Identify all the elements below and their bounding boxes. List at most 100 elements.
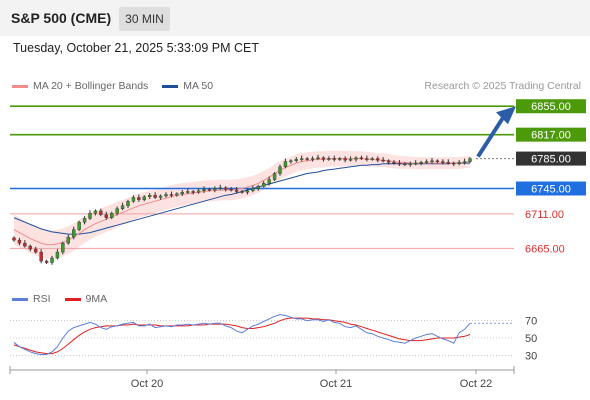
candle <box>343 158 347 161</box>
credit-text: Research © 2025 Trading Central <box>424 80 581 92</box>
x-tick-label: Oct 21 <box>320 378 352 390</box>
candle <box>61 242 65 253</box>
level-label-6855-00: 6855.00 <box>531 101 571 113</box>
candle <box>50 257 54 263</box>
candle <box>376 158 380 161</box>
candle <box>23 242 27 247</box>
candle <box>386 160 391 163</box>
moving-averages <box>13 158 471 246</box>
candle <box>397 162 402 165</box>
candle <box>202 189 206 191</box>
candle <box>12 237 16 241</box>
candle <box>164 194 168 197</box>
candle <box>327 158 331 160</box>
level-label-6785-00: 6785.00 <box>531 154 571 166</box>
candle <box>321 157 326 160</box>
candle <box>137 197 141 200</box>
forecast-arrow-shaft <box>476 115 506 158</box>
candle <box>462 161 467 163</box>
forecast-arrow-head <box>496 106 516 125</box>
candle <box>104 214 108 218</box>
candle <box>142 196 146 200</box>
candle <box>126 201 130 206</box>
rsi-ma-swatch <box>64 297 81 301</box>
candle <box>278 166 282 174</box>
candle <box>153 195 157 198</box>
timeframe-button[interactable]: 30 MIN <box>119 7 170 31</box>
candle <box>267 179 271 184</box>
candle <box>218 187 222 189</box>
candle <box>240 191 244 193</box>
forecast-arrow <box>476 106 516 158</box>
level-label-6745-00: 6745.00 <box>531 184 571 196</box>
candle <box>452 162 456 165</box>
candle <box>82 218 87 223</box>
candle <box>403 163 407 166</box>
candle <box>213 188 217 191</box>
candle <box>28 245 32 250</box>
candle <box>93 210 98 214</box>
rsi-legend: RSI 9MA <box>12 293 107 305</box>
candle <box>44 260 49 263</box>
x-tick-label: Oct 22 <box>460 378 492 390</box>
candle <box>110 212 114 218</box>
candle <box>158 195 163 198</box>
candle <box>305 158 309 160</box>
candle <box>316 157 320 160</box>
ma20-swatch <box>12 84 28 88</box>
level-label-6665-00: 6665.00 <box>525 243 565 255</box>
level-label-6817-00: 6817.00 <box>531 130 571 142</box>
candle <box>370 158 374 160</box>
ma50-line <box>13 162 470 235</box>
price-levels <box>10 105 514 249</box>
rsi-ma-line <box>13 317 471 355</box>
candle <box>169 194 174 196</box>
candle <box>441 161 445 163</box>
candle <box>283 161 288 168</box>
candle <box>435 160 440 163</box>
candle <box>251 188 255 191</box>
candle <box>120 205 125 209</box>
candle <box>300 158 304 160</box>
ma20-line <box>13 158 471 246</box>
pivot-tag-6745-00 <box>516 181 586 196</box>
candle <box>338 158 342 160</box>
candle <box>446 162 450 164</box>
candle <box>148 195 152 197</box>
candle <box>99 210 103 215</box>
candle <box>392 162 396 164</box>
rsi-ma-legend-label: 9MA <box>85 293 108 305</box>
candle <box>294 159 298 162</box>
candle <box>419 162 423 164</box>
candle <box>196 190 201 193</box>
ma20-legend-label: MA 20 + Bollinger Bands <box>33 80 149 92</box>
candle <box>359 157 364 160</box>
candle <box>262 183 266 187</box>
rsi-swatch <box>12 297 28 301</box>
candle <box>88 212 92 219</box>
rsi-legend-label: RSI <box>33 293 51 305</box>
candle <box>66 236 70 244</box>
current-price-tag <box>516 151 586 166</box>
header-bar: S&P 500 (CME) 30 MIN <box>0 0 590 36</box>
rsi-line <box>13 314 471 355</box>
symbol-title: S&P 500 (CME) <box>11 10 112 26</box>
candle <box>186 191 190 193</box>
candle <box>457 162 461 165</box>
candle <box>17 239 22 244</box>
candle <box>207 189 212 191</box>
candle <box>256 186 260 189</box>
level-label-6711-00: 6711.00 <box>525 209 564 221</box>
rsi-tick-label: 50 <box>525 333 537 345</box>
ma50-legend-label: MA 50 <box>183 80 214 92</box>
ma50-swatch <box>162 84 179 88</box>
resistance-tag-6855-00 <box>516 99 586 114</box>
candle <box>245 190 250 193</box>
candles <box>12 154 472 265</box>
rsi-tick-label: 70 <box>525 316 537 328</box>
candle <box>408 163 412 166</box>
candle <box>191 191 195 193</box>
candle <box>468 158 472 162</box>
candle <box>77 221 81 230</box>
